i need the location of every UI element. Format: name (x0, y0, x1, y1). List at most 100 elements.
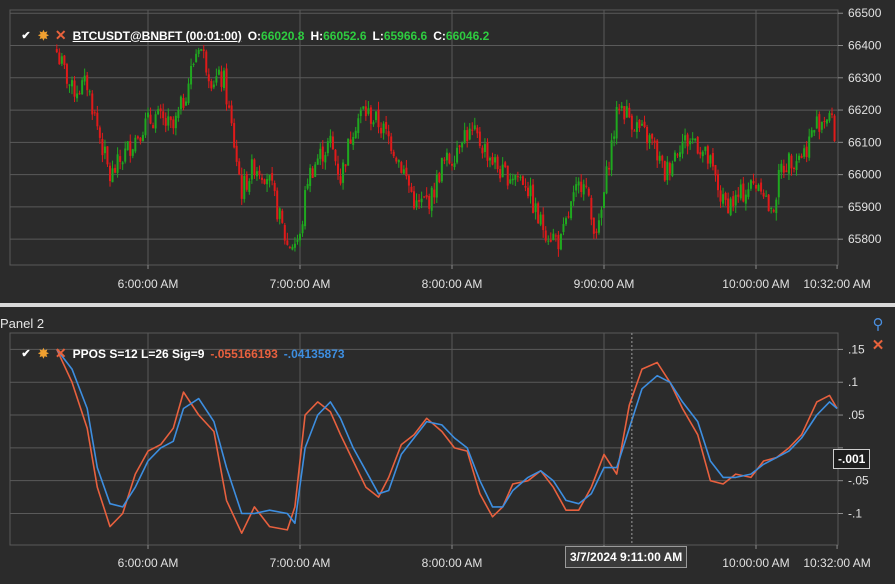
candle (679, 145, 681, 162)
gear-icon[interactable]: ✸ (38, 345, 49, 361)
candle-body (134, 137, 137, 152)
candle-body (337, 163, 339, 175)
candle-body (192, 64, 195, 66)
candle (722, 187, 725, 207)
price-panel[interactable]: 65800 65900 66000 66100 66200 66300 66400 66500… (0, 0, 895, 302)
candle-body (605, 166, 608, 194)
candle (803, 144, 806, 159)
candle-body (223, 70, 225, 88)
y-tick-label: 65900 (848, 200, 882, 214)
candle-body (185, 101, 187, 106)
price-chart[interactable]: 65800 65900 66000 66100 66200 66300 66400 66500… (0, 0, 895, 302)
candle (666, 156, 669, 185)
candle-body (375, 111, 377, 121)
candle-body (466, 130, 469, 142)
candle (329, 129, 332, 148)
candle-body (633, 130, 636, 132)
y-tick-label: 66000 (848, 168, 882, 182)
candle-body (813, 130, 816, 133)
x-tick-label: 10:00:00 AM (722, 277, 789, 291)
candle (724, 191, 727, 206)
candle (375, 111, 377, 123)
candle (742, 176, 745, 203)
candle (377, 101, 380, 134)
high-value: 66052.6 (323, 28, 367, 43)
candle (623, 106, 626, 125)
checkbox-icon[interactable]: ✔ (21, 348, 31, 360)
candle (200, 48, 203, 52)
candle (354, 126, 357, 139)
candle-body (737, 194, 740, 197)
candle (301, 220, 304, 237)
indicator-legend: ✔ ✸ ✕ PPOS S=12 L=26 Sig=9 -.055166193 -… (20, 345, 344, 362)
candle-body (699, 152, 702, 155)
candle-body (709, 155, 712, 164)
gear-icon[interactable]: ✸ (38, 27, 49, 43)
panel-close-icon[interactable]: ✕ (871, 337, 885, 354)
candle (418, 193, 421, 210)
panel-splitter[interactable] (0, 303, 895, 307)
indicator-panel[interactable]: .15 .1 .05 -.05 -.1 6:00:00 AM 7:00:00 AM 8:00:… (0, 308, 895, 584)
candle (673, 150, 676, 163)
candle (266, 173, 269, 192)
candle (276, 187, 279, 222)
candle-body (230, 105, 233, 124)
candle (582, 179, 585, 201)
candle (121, 161, 124, 170)
candle-body (651, 133, 654, 139)
candle (443, 157, 446, 165)
pin-icon[interactable]: ⚲ (872, 316, 884, 333)
candle-body (139, 137, 142, 142)
candle-body (567, 216, 570, 218)
low-value: 65966.6 (383, 28, 428, 43)
candle-body (742, 183, 745, 202)
candle (615, 100, 618, 145)
candle (734, 190, 737, 214)
candle (172, 116, 175, 135)
candle-body (121, 162, 124, 165)
x-tick-label: 6:00:00 AM (118, 556, 179, 570)
candle-body (58, 52, 61, 65)
candle-body (608, 167, 611, 170)
candle-body (324, 154, 327, 163)
candle-body (410, 186, 413, 192)
indicator-name[interactable]: PPOS S=12 L=26 Sig=9 (72, 346, 205, 361)
x-tick-label: 8:00:00 AM (422, 277, 483, 291)
candle-body (162, 111, 165, 119)
candle (167, 108, 170, 131)
candle (828, 110, 831, 123)
checkbox-icon[interactable]: ✔ (21, 30, 31, 42)
candle-body (610, 140, 613, 171)
candle-body (509, 179, 512, 184)
symbol-label[interactable]: BTCUSDT@BNBFT (00:01:00) (72, 28, 242, 43)
candle (592, 217, 595, 240)
candle-body (661, 155, 664, 161)
candle-body (261, 177, 263, 180)
candle (293, 237, 296, 252)
candle (205, 49, 208, 76)
candle (76, 85, 79, 102)
close-icon[interactable]: ✕ (54, 27, 67, 43)
candle (749, 179, 752, 191)
candle-body (306, 184, 309, 189)
candle (532, 179, 535, 214)
candle (131, 148, 134, 159)
candle-body (539, 214, 542, 225)
candle (430, 186, 433, 218)
x-tick-label: 10:00:00 AM (722, 556, 789, 570)
candle-body (724, 193, 727, 200)
candle (463, 122, 466, 145)
candle-body (557, 234, 560, 250)
candle (197, 47, 200, 58)
candle (618, 104, 621, 115)
candle (471, 122, 474, 136)
candle (407, 174, 410, 193)
candle (119, 149, 122, 170)
candle-body (478, 131, 481, 146)
candle (93, 109, 96, 116)
candle-body (684, 135, 687, 141)
candle (286, 232, 289, 246)
candle-body (367, 108, 370, 114)
candle (557, 230, 560, 257)
close-icon[interactable]: ✕ (54, 345, 67, 361)
